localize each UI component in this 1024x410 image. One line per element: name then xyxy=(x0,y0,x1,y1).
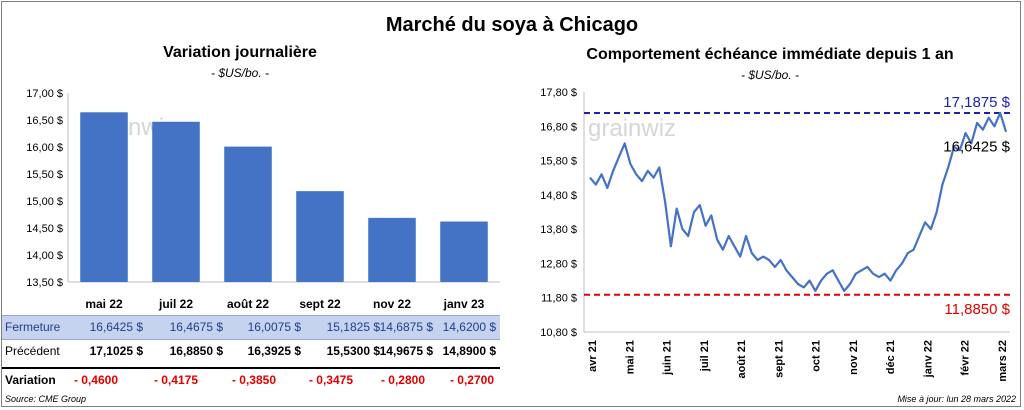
y-tick-label: 12,80 $ xyxy=(540,258,577,270)
max-label: 17,1875 $ xyxy=(943,94,1010,111)
y-tick-label: 15,50 $ xyxy=(26,169,63,181)
source-note: Source: CME Group xyxy=(5,394,87,404)
last-value-label: 16,6425 $ xyxy=(943,139,1010,156)
table-cell: - 0,3850 xyxy=(231,373,276,387)
x-tick-label: déc 21 xyxy=(885,340,897,374)
table-cell: - 0,4600 xyxy=(73,373,118,387)
x-tick-label: juil 21 xyxy=(699,340,711,372)
y-tick-label: 13,50 $ xyxy=(26,277,63,289)
bar xyxy=(368,217,416,282)
x-tick-label: juil 22 xyxy=(158,297,193,311)
x-tick-label: sept 22 xyxy=(299,297,341,311)
y-tick-label: 17,80 $ xyxy=(540,87,577,99)
table-row-previous: Précédent 17,1025 $ 16,8850 $ 16,3925 $ … xyxy=(2,340,500,363)
table-cell: 15,1825 $ xyxy=(326,320,380,334)
min-label: 11,8850 $ xyxy=(944,301,1010,318)
x-tick-label: janv 23 xyxy=(443,297,485,311)
price-line xyxy=(589,111,1008,292)
table-row-close: Fermeture 16,6425 $ 16,4675 $ 16,0075 $ … xyxy=(2,315,500,340)
update-note: Mise à jour: lun 28 mars 2022 xyxy=(897,394,1016,404)
x-tick-label: mai 22 xyxy=(85,297,123,311)
x-tick-label: mai 21 xyxy=(624,340,636,374)
table-cell: 16,4675 $ xyxy=(169,320,223,334)
x-tick-label: nov 21 xyxy=(848,340,860,375)
y-tick-label: 14,50 $ xyxy=(26,223,63,235)
bar xyxy=(224,146,272,282)
table-cell: 14,6200 $ xyxy=(442,320,496,334)
table-cell: 17,1025 $ xyxy=(89,344,143,358)
row-label: Fermeture xyxy=(5,320,61,334)
y-tick-label: 11,80 $ xyxy=(541,293,577,305)
table-cell: 14,8900 $ xyxy=(442,344,496,358)
y-tick-label: 14,00 $ xyxy=(26,250,63,262)
table-cell: - 0,3475 xyxy=(308,373,353,387)
right-chart-subtitle: - $US/bo. - xyxy=(740,68,800,82)
table-cell: - 0,4175 xyxy=(153,373,198,387)
y-tick-label: 13,80 $ xyxy=(540,224,577,236)
table-cell: 16,3925 $ xyxy=(247,344,301,358)
y-tick-label: 16,80 $ xyxy=(540,121,577,133)
row-label: Variation xyxy=(5,373,56,387)
table-cell: 16,0075 $ xyxy=(247,320,301,334)
x-tick-label: avr 21 xyxy=(587,340,599,372)
table-cell: 14,6875 $ xyxy=(379,320,433,334)
table-cell: - 0,2800 xyxy=(380,373,425,387)
bar xyxy=(440,221,488,282)
right-chart-title: Comportement échéance immédiate depuis 1… xyxy=(586,46,954,63)
table-cell: 16,8850 $ xyxy=(169,344,223,358)
x-tick-label: févr 22 xyxy=(960,340,972,375)
x-tick-label: juin 21 xyxy=(662,340,674,376)
x-tick-label: mars 22 xyxy=(997,340,1009,382)
left-chart-subtitle: - $US/bo. - xyxy=(210,66,270,80)
y-tick-label: 16,00 $ xyxy=(26,142,63,154)
y-tick-label: 10,80 $ xyxy=(540,327,577,339)
bar xyxy=(152,121,200,282)
table-row-variation: Variation - 0,4600 - 0,4175 - 0,3850 - 0… xyxy=(2,367,500,391)
line-chart: grainwiz 17,80 $ 16,80 $ 15,80 $ 14,80 $ 13,8… xyxy=(540,87,1010,382)
table-cell: 14,9675 $ xyxy=(379,344,433,358)
table-cell: 16,6425 $ xyxy=(89,320,143,334)
y-tick-label: 17,00 $ xyxy=(26,88,63,100)
y-tick-label: 15,00 $ xyxy=(26,196,63,208)
x-tick-label: oct 21 xyxy=(811,340,823,372)
y-tick-label: 16,50 $ xyxy=(26,115,63,127)
x-tick-label: sept 21 xyxy=(773,340,785,378)
watermark: grainwiz xyxy=(588,115,676,142)
y-tick-label: 15,80 $ xyxy=(540,156,577,168)
bar xyxy=(296,191,344,282)
row-label: Précédent xyxy=(5,344,60,358)
bar xyxy=(80,112,128,283)
table-cell: 15,5300 $ xyxy=(326,344,380,358)
x-tick-label: août 21 xyxy=(736,340,748,379)
table-cell: - 0,2700 xyxy=(449,373,494,387)
x-tick-label: août 22 xyxy=(227,297,269,311)
y-tick-label: 14,80 $ xyxy=(540,190,577,202)
page-title: Marché du soya à Chicago xyxy=(385,14,639,36)
x-tick-label: janv 22 xyxy=(923,340,935,378)
x-tick-label: nov 22 xyxy=(373,297,411,311)
left-chart-title: Variation journalière xyxy=(163,44,317,61)
